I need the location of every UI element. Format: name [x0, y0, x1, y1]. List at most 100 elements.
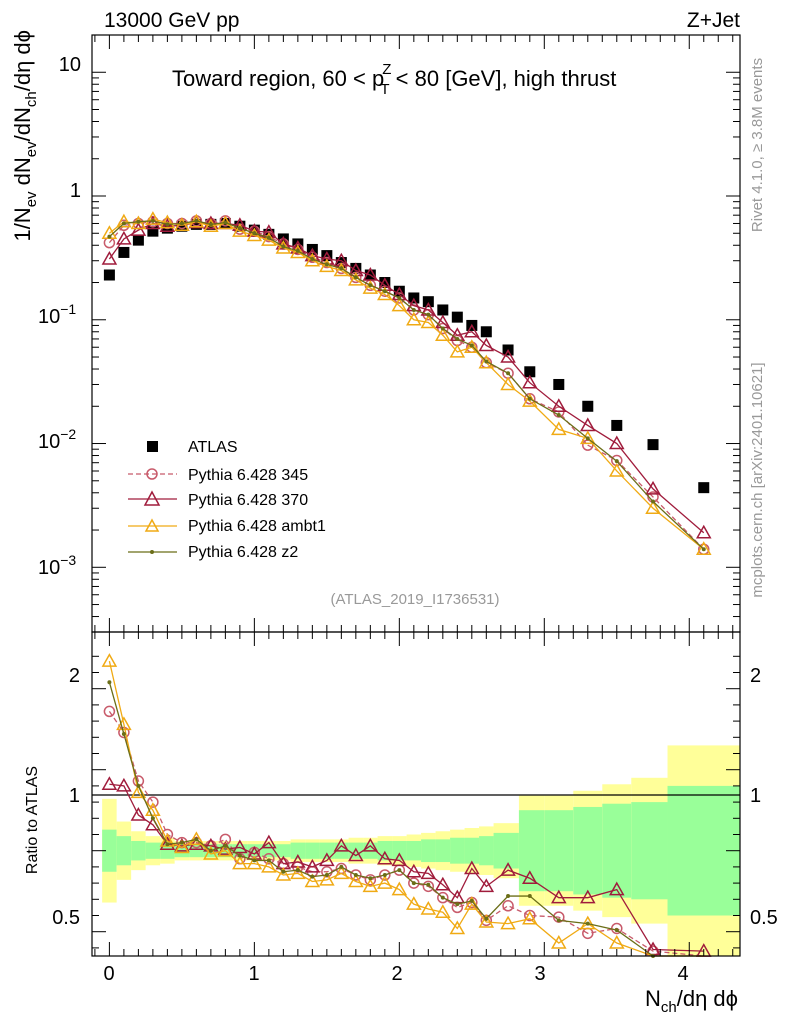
ratio-point-1-29	[551, 889, 567, 904]
band-stat-28	[518, 810, 545, 892]
point-s0-2	[132, 234, 144, 246]
ratio-point-1-19	[377, 850, 393, 865]
ratio-point-2-8	[217, 842, 234, 857]
point-s0-29	[553, 378, 565, 390]
ratio-point-2-25	[464, 896, 480, 910]
point-s4-1	[121, 221, 126, 226]
ratio-point-3-21	[411, 881, 416, 886]
point-s4-15	[324, 262, 329, 267]
main-series-group	[101, 211, 712, 555]
ratio-point-3-27	[506, 894, 511, 899]
point-s0-5	[176, 220, 188, 232]
ratio-point-3-10	[252, 858, 257, 863]
point-s0-31	[611, 419, 623, 431]
point-s2-31	[608, 435, 625, 450]
band-stat-26	[479, 836, 494, 866]
ratio-point-3-14	[310, 874, 315, 879]
ytick-label-1: 1	[70, 180, 81, 202]
ratio-point-2-20	[391, 881, 408, 896]
band-stat-15	[319, 842, 335, 859]
point-s3-20	[391, 297, 408, 312]
band-stat-21	[406, 840, 422, 861]
ratio-point-2-14	[304, 873, 321, 888]
point-s0-19	[379, 277, 391, 289]
point-s4-6	[194, 218, 199, 223]
point-s2-28	[522, 374, 538, 389]
ratio-point-3-13	[295, 868, 300, 873]
ratio-point-3-15	[324, 873, 329, 877]
point-s2-9	[232, 217, 248, 232]
ratio-point-0-17	[350, 869, 362, 881]
ratio-point-2-11	[261, 858, 277, 873]
band-stat-30	[573, 806, 603, 895]
point-s0-32	[647, 439, 659, 451]
point-s4-0	[107, 234, 112, 239]
ratio-point-0-28	[524, 909, 536, 922]
point-s0-23	[437, 304, 449, 316]
ratio-point-0-18	[364, 874, 377, 886]
band-stat-27	[493, 832, 519, 869]
ratio-point-2-15	[319, 871, 335, 886]
legend-item-ambt1: Pythia 6.428 ambt1	[128, 518, 326, 535]
point-s3-22	[420, 314, 437, 329]
point-s0-28	[524, 366, 536, 378]
ytick-label-1e-3: 10−3	[38, 552, 76, 579]
point-s3-1	[116, 213, 132, 228]
point-s4-30	[585, 436, 590, 441]
point-s3-18	[362, 280, 379, 294]
ratio-point-2-10	[246, 855, 263, 870]
point-s4-13	[295, 248, 300, 253]
ratio-point-3-5	[179, 840, 184, 845]
ratio-line-3	[108, 682, 704, 957]
point-s2-4	[159, 218, 176, 232]
ratio-point-1-15	[319, 852, 335, 867]
ratio-point-0-23	[437, 891, 449, 904]
analysis-id: (ATLAS_2019_I1736531)	[330, 591, 499, 608]
point-s4-26	[484, 359, 489, 364]
point-s4-21	[411, 307, 416, 312]
band-stat-13	[290, 842, 306, 859]
ratio-point-1-1	[116, 777, 132, 792]
legend-label-z2: Pythia 6.428 z2	[188, 544, 298, 561]
point-s4-19	[382, 289, 387, 294]
point-s2-16	[333, 252, 350, 267]
band-stat-12	[276, 844, 291, 858]
point-s4-24	[455, 336, 460, 341]
legend-marker-370	[143, 490, 161, 506]
ratio-axis-title: Ratio to ATLAS	[24, 766, 41, 874]
point-s4-22	[426, 312, 431, 317]
legend-label-370: Pythia 6.428 370	[188, 492, 308, 509]
ratio-point-2-31	[608, 935, 625, 949]
ratio-point-2-21	[406, 896, 422, 910]
point-s4-11	[266, 235, 271, 240]
point-s3-23	[435, 327, 451, 341]
mcplots-label: mcplots.cern.ch [arXiv:2401.10621]	[749, 362, 766, 597]
ratio-point-1-27	[500, 862, 516, 876]
ratio-series-group	[101, 653, 712, 958]
ratio-point-2-16	[333, 865, 350, 880]
point-s0-1	[118, 246, 130, 258]
ratio-point-0-3	[147, 796, 159, 808]
series-3	[101, 211, 712, 555]
ratio-point-2-7	[203, 845, 219, 860]
band-stat-29	[544, 810, 574, 892]
ratio-point-3-2	[136, 783, 141, 788]
point-s3-3	[145, 211, 161, 225]
point-s4-33	[701, 547, 706, 552]
point-s2-1	[116, 230, 132, 245]
ratio-tick-1-right: 1	[750, 785, 761, 807]
header-left: 13000 GeV pp	[104, 9, 239, 32]
ratio-point-1-2	[130, 807, 147, 821]
ratio-point-2-26	[478, 913, 495, 928]
ratio-point-2-18	[362, 878, 379, 893]
band-stat-2	[131, 840, 146, 861]
ratio-point-1-21	[406, 863, 422, 878]
point-s3-32	[645, 500, 661, 514]
ratio-point-1-20	[391, 852, 408, 867]
point-s3-24	[449, 343, 466, 358]
point-s0-0	[103, 269, 115, 281]
point-s3-30	[579, 430, 596, 445]
ratio-point-1-30	[579, 889, 596, 904]
ratio-panel-frame	[91, 631, 741, 957]
